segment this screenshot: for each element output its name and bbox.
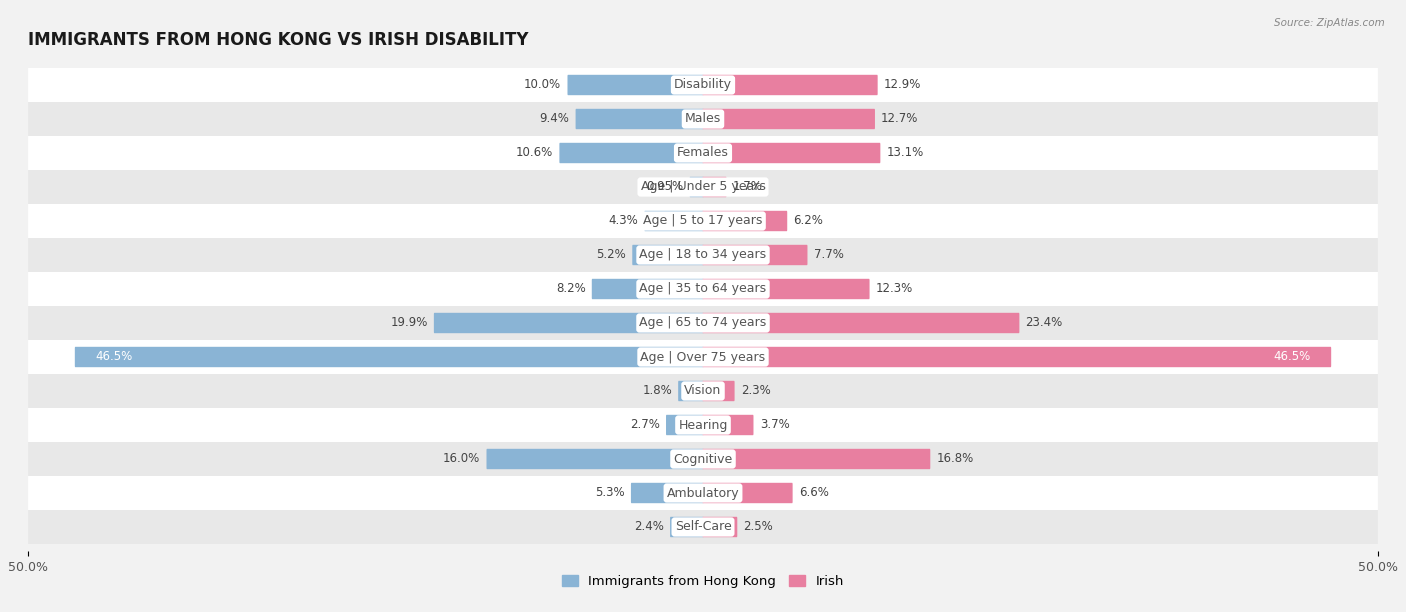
FancyBboxPatch shape: [28, 204, 1378, 238]
FancyBboxPatch shape: [28, 136, 1378, 170]
FancyBboxPatch shape: [28, 442, 1378, 476]
Text: Age | 18 to 34 years: Age | 18 to 34 years: [640, 248, 766, 261]
FancyBboxPatch shape: [28, 238, 1378, 272]
FancyBboxPatch shape: [703, 313, 1019, 333]
Text: 2.7%: 2.7%: [630, 419, 659, 431]
FancyBboxPatch shape: [703, 415, 754, 435]
Text: Ambulatory: Ambulatory: [666, 487, 740, 499]
Text: 12.9%: 12.9%: [884, 78, 921, 92]
FancyBboxPatch shape: [28, 68, 1378, 102]
Text: 23.4%: 23.4%: [1025, 316, 1063, 329]
FancyBboxPatch shape: [28, 510, 1378, 544]
FancyBboxPatch shape: [703, 449, 931, 469]
FancyBboxPatch shape: [703, 177, 727, 197]
Text: IMMIGRANTS FROM HONG KONG VS IRISH DISABILITY: IMMIGRANTS FROM HONG KONG VS IRISH DISAB…: [28, 31, 529, 48]
Text: Age | 35 to 64 years: Age | 35 to 64 years: [640, 283, 766, 296]
FancyBboxPatch shape: [28, 476, 1378, 510]
Text: 46.5%: 46.5%: [1274, 351, 1310, 364]
FancyBboxPatch shape: [703, 381, 734, 401]
FancyBboxPatch shape: [666, 415, 703, 435]
FancyBboxPatch shape: [644, 211, 703, 231]
Text: 4.3%: 4.3%: [609, 214, 638, 228]
FancyBboxPatch shape: [28, 340, 1378, 374]
Text: Age | Under 5 years: Age | Under 5 years: [641, 181, 765, 193]
FancyBboxPatch shape: [434, 313, 703, 333]
FancyBboxPatch shape: [633, 245, 703, 265]
FancyBboxPatch shape: [486, 449, 703, 469]
Text: 0.95%: 0.95%: [647, 181, 683, 193]
FancyBboxPatch shape: [703, 143, 880, 163]
FancyBboxPatch shape: [28, 374, 1378, 408]
FancyBboxPatch shape: [592, 279, 703, 299]
FancyBboxPatch shape: [28, 102, 1378, 136]
FancyBboxPatch shape: [568, 75, 703, 95]
Text: 6.6%: 6.6%: [799, 487, 828, 499]
FancyBboxPatch shape: [703, 211, 787, 231]
Text: 10.6%: 10.6%: [516, 146, 553, 160]
Text: 2.4%: 2.4%: [634, 520, 664, 534]
Text: Disability: Disability: [673, 78, 733, 92]
Text: 3.7%: 3.7%: [759, 419, 789, 431]
Text: 1.8%: 1.8%: [643, 384, 672, 398]
Text: Hearing: Hearing: [678, 419, 728, 431]
Text: Males: Males: [685, 113, 721, 125]
FancyBboxPatch shape: [75, 347, 703, 367]
Text: Females: Females: [678, 146, 728, 160]
Text: 7.7%: 7.7%: [814, 248, 844, 261]
Text: 6.2%: 6.2%: [793, 214, 824, 228]
Text: 10.0%: 10.0%: [524, 78, 561, 92]
Text: 2.5%: 2.5%: [744, 520, 773, 534]
FancyBboxPatch shape: [28, 306, 1378, 340]
FancyBboxPatch shape: [28, 272, 1378, 306]
FancyBboxPatch shape: [703, 347, 1331, 367]
Text: 12.3%: 12.3%: [876, 283, 912, 296]
FancyBboxPatch shape: [703, 109, 875, 129]
FancyBboxPatch shape: [703, 245, 807, 265]
FancyBboxPatch shape: [560, 143, 703, 163]
Text: 12.7%: 12.7%: [882, 113, 918, 125]
FancyBboxPatch shape: [671, 517, 703, 537]
FancyBboxPatch shape: [575, 109, 703, 129]
FancyBboxPatch shape: [678, 381, 703, 401]
Text: Age | 65 to 74 years: Age | 65 to 74 years: [640, 316, 766, 329]
Text: Age | 5 to 17 years: Age | 5 to 17 years: [644, 214, 762, 228]
Text: 46.5%: 46.5%: [96, 351, 132, 364]
Text: Self-Care: Self-Care: [675, 520, 731, 534]
Text: 9.4%: 9.4%: [540, 113, 569, 125]
FancyBboxPatch shape: [28, 408, 1378, 442]
Text: 13.1%: 13.1%: [887, 146, 924, 160]
Text: 16.8%: 16.8%: [936, 452, 974, 466]
Text: 16.0%: 16.0%: [443, 452, 481, 466]
Text: Vision: Vision: [685, 384, 721, 398]
FancyBboxPatch shape: [28, 170, 1378, 204]
Text: 2.3%: 2.3%: [741, 384, 770, 398]
Text: Cognitive: Cognitive: [673, 452, 733, 466]
Text: 8.2%: 8.2%: [555, 283, 585, 296]
FancyBboxPatch shape: [703, 75, 877, 95]
Text: 5.3%: 5.3%: [595, 487, 624, 499]
Text: 5.2%: 5.2%: [596, 248, 626, 261]
FancyBboxPatch shape: [631, 483, 703, 503]
Text: Age | Over 75 years: Age | Over 75 years: [641, 351, 765, 364]
FancyBboxPatch shape: [703, 279, 869, 299]
Text: 19.9%: 19.9%: [391, 316, 427, 329]
Text: Source: ZipAtlas.com: Source: ZipAtlas.com: [1274, 18, 1385, 28]
Legend: Immigrants from Hong Kong, Irish: Immigrants from Hong Kong, Irish: [562, 575, 844, 588]
FancyBboxPatch shape: [689, 177, 703, 197]
FancyBboxPatch shape: [703, 483, 793, 503]
FancyBboxPatch shape: [703, 517, 737, 537]
Text: 1.7%: 1.7%: [733, 181, 762, 193]
